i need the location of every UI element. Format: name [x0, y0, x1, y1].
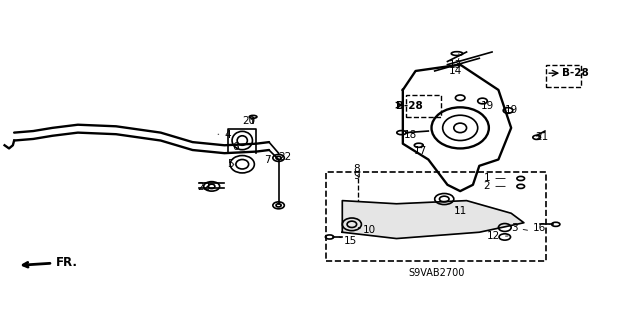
Text: 21: 21	[535, 132, 548, 142]
Text: 12: 12	[486, 231, 508, 241]
Text: 2: 2	[484, 182, 505, 191]
Text: 19: 19	[504, 105, 518, 115]
Text: 9: 9	[354, 171, 360, 181]
Text: 7: 7	[264, 154, 271, 165]
Text: 16: 16	[533, 223, 549, 234]
Text: 19: 19	[481, 101, 493, 111]
Text: 1: 1	[484, 174, 505, 183]
Text: 22: 22	[197, 182, 211, 192]
Text: 4: 4	[218, 130, 231, 140]
Text: B-28: B-28	[396, 101, 423, 111]
Text: 3: 3	[511, 223, 527, 233]
Text: 8: 8	[354, 164, 360, 174]
Text: 11: 11	[454, 206, 467, 216]
Text: 17: 17	[414, 145, 428, 156]
Text: FR.: FR.	[23, 256, 77, 269]
Polygon shape	[342, 201, 524, 239]
Text: 18: 18	[404, 130, 417, 140]
Text: 22: 22	[278, 152, 292, 162]
Text: 15: 15	[339, 236, 357, 246]
Text: 6: 6	[232, 143, 239, 152]
Text: B-28: B-28	[562, 68, 589, 78]
Text: S9VAB2700: S9VAB2700	[408, 268, 465, 278]
Text: 10: 10	[358, 225, 376, 235]
Text: 13: 13	[449, 54, 461, 70]
Text: 20: 20	[242, 116, 255, 126]
Text: 14: 14	[449, 58, 461, 76]
Text: 5: 5	[227, 159, 234, 169]
